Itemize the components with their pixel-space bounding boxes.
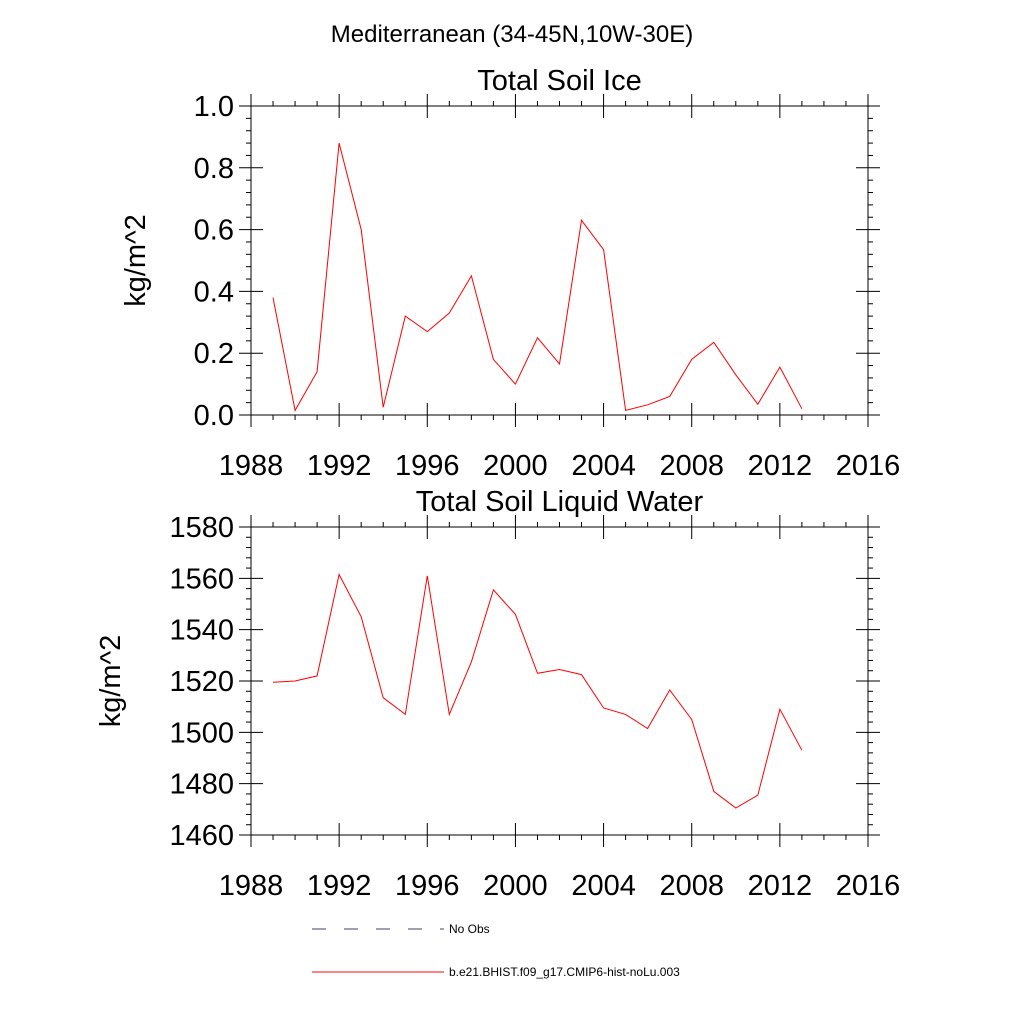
legend: No Obs b.e21.BHIST.f09_g17.CMIP6-hist-no… — [312, 922, 680, 979]
y-tick-label: 0.0 — [194, 400, 234, 432]
x-tick-label: 1992 — [307, 450, 372, 482]
x-tick-label: 2000 — [483, 870, 548, 902]
x-tick-label: 2004 — [571, 870, 636, 902]
figure-title: Mediterranean (34-45N,10W-30E) — [331, 21, 693, 48]
chart-title-total-soil-ice: Total Soil Ice — [477, 65, 641, 97]
x-tick-label: 2016 — [836, 870, 901, 902]
x-tick-label: 2008 — [659, 450, 724, 482]
x-tick-label: 1988 — [219, 450, 284, 482]
series-line-total-soil-liquid-water — [272, 573, 803, 809]
legend-label-model: b.e21.BHIST.f09_g17.CMIP6-hist-noLu.003 — [449, 965, 680, 979]
y-axis-label: kg/m^2 — [95, 635, 127, 728]
y-tick-label: 1580 — [169, 512, 234, 544]
x-tick-label: 1992 — [307, 870, 372, 902]
x-tick-label: 2016 — [836, 450, 901, 482]
panel-total-soil-liquid-water: Total Soil Liquid Water 1988 1992 1996 2000 2… — [95, 486, 900, 902]
panel-total-soil-ice: Total Soil Ice 1988 1992 1996 2000 2004 2008 20… — [120, 65, 900, 482]
y-tick-label: 1520 — [169, 666, 234, 698]
y-tick-label: 1540 — [169, 615, 234, 647]
x-tick-label: 2004 — [571, 450, 636, 482]
y-tick-label: 0.2 — [194, 338, 234, 370]
y-tick-label: 0.8 — [194, 153, 234, 185]
x-tick-label: 2012 — [748, 870, 813, 902]
x-tick-label: 2008 — [659, 870, 724, 902]
legend-label-no-obs: No Obs — [449, 922, 490, 936]
x-tick-label: 1996 — [395, 870, 460, 902]
x-tick-label: 1996 — [395, 450, 460, 482]
y-tick-label: 1560 — [169, 563, 234, 595]
plot-frame — [250, 526, 869, 836]
x-tick-label: 2012 — [748, 450, 813, 482]
y-tick-label: 0.6 — [194, 215, 234, 247]
plot-frame — [250, 105, 869, 416]
y-axis-label: kg/m^2 — [120, 214, 152, 307]
x-tick-label: 2000 — [483, 450, 548, 482]
y-tick-label: 0.4 — [194, 276, 234, 308]
y-tick-label: 1480 — [169, 769, 234, 801]
y-tick-label: 1.0 — [194, 91, 234, 123]
x-tick-label: 1988 — [219, 870, 284, 902]
y-tick-label: 1500 — [169, 717, 234, 749]
y-tick-label: 1460 — [169, 820, 234, 852]
chart-title-total-soil-liquid-water: Total Soil Liquid Water — [416, 486, 704, 518]
series-line-total-soil-ice — [272, 142, 803, 412]
